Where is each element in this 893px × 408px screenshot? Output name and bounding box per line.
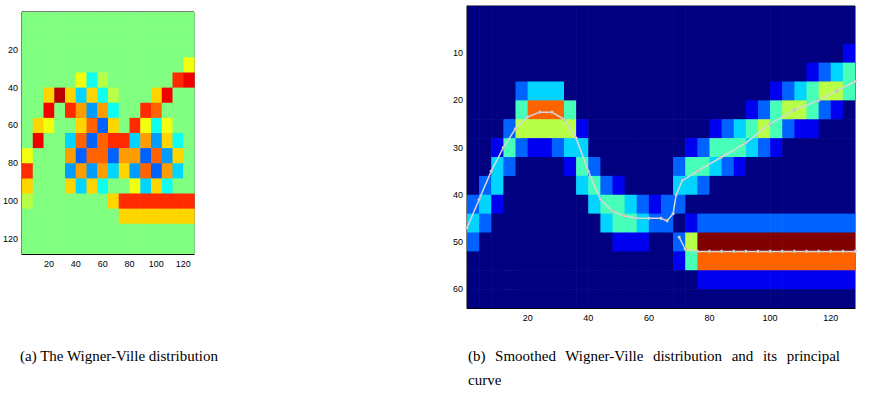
svg-text:120: 120 xyxy=(3,234,18,244)
svg-text:60: 60 xyxy=(8,120,18,130)
svg-text:40: 40 xyxy=(583,313,593,323)
svg-text:30: 30 xyxy=(453,143,463,153)
svg-text:120: 120 xyxy=(823,313,838,323)
svg-text:40: 40 xyxy=(8,83,18,93)
svg-text:100: 100 xyxy=(3,196,18,206)
html-text:(a) The Wigner-Ville distribut: (a) The Wigner-Ville distribution xyxy=(20,348,218,364)
svg-text:80: 80 xyxy=(8,158,18,168)
svg-text:80: 80 xyxy=(704,313,714,323)
svg-text:20: 20 xyxy=(453,95,463,105)
svg-text:120: 120 xyxy=(176,259,191,269)
svg-text:10: 10 xyxy=(453,48,463,58)
html-text:(b) Smoothed Wigner-Ville dist: (b) Smoothed Wigner-Ville distribution a… xyxy=(468,348,840,388)
svg-text:40: 40 xyxy=(71,259,81,269)
svg-text:80: 80 xyxy=(124,259,134,269)
svg-text:40: 40 xyxy=(453,190,463,200)
svg-text:100: 100 xyxy=(763,313,778,323)
svg-text:60: 60 xyxy=(98,259,108,269)
svg-text:100: 100 xyxy=(149,259,164,269)
svg-text:20: 20 xyxy=(8,45,18,55)
svg-text:50: 50 xyxy=(453,237,463,247)
svg-text:60: 60 xyxy=(453,284,463,294)
svg-text:20: 20 xyxy=(523,313,533,323)
svg-text:60: 60 xyxy=(644,313,654,323)
svg-text:20: 20 xyxy=(44,259,54,269)
